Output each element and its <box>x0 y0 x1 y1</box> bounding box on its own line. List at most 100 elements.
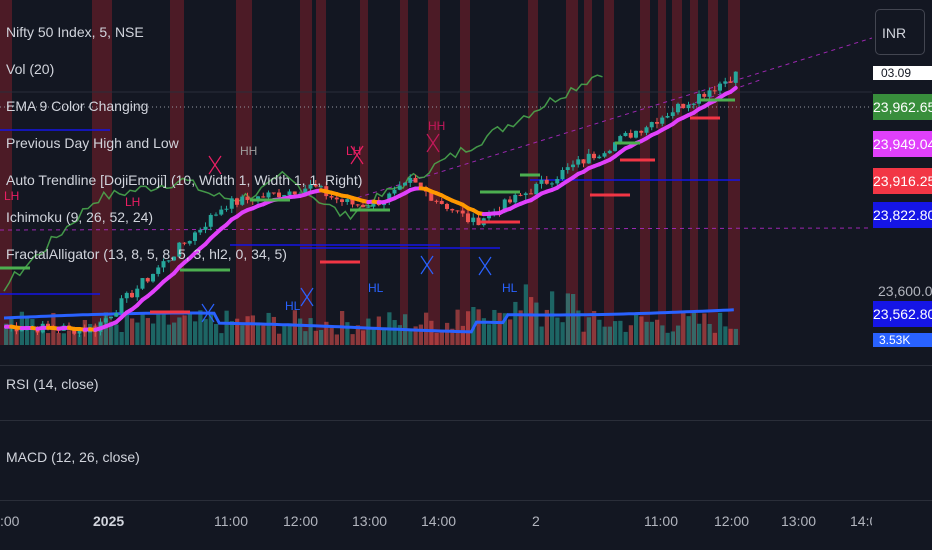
session-highlight-bar <box>672 0 682 345</box>
candle-body <box>198 229 203 233</box>
candle-body <box>660 117 665 124</box>
pane-separator[interactable] <box>0 365 932 366</box>
volume-bar <box>665 332 670 345</box>
candle-body <box>355 204 360 206</box>
volume-bar <box>130 318 135 345</box>
session-highlight-bar <box>92 0 112 345</box>
candle-body <box>214 214 218 216</box>
candle-body <box>193 232 197 241</box>
volume-bar <box>513 301 518 345</box>
legend-ema[interactable]: EMA 9 Color Changing <box>6 98 149 114</box>
candle-body <box>439 200 444 204</box>
volume-bar <box>14 326 19 345</box>
time-tick: 13:00 <box>352 513 388 529</box>
volume-bar <box>565 293 570 345</box>
candle-body <box>712 90 717 92</box>
legend-vol[interactable]: Vol (20) <box>6 61 55 77</box>
fractal-x-marker <box>300 287 314 307</box>
candle-body <box>182 242 187 244</box>
volume-bar <box>502 313 507 345</box>
volume-bar <box>172 322 177 345</box>
price-label-red: 23,916.25 <box>873 168 932 194</box>
candle-body <box>334 197 339 200</box>
candle-body <box>303 188 308 194</box>
volume-bar <box>733 328 738 345</box>
candle-body <box>387 193 392 202</box>
candle-body <box>187 240 192 244</box>
volume-bar <box>187 312 192 345</box>
candle-body <box>156 267 161 274</box>
currency-selector[interactable]: INR <box>875 9 925 55</box>
pane-separator[interactable] <box>0 420 932 421</box>
fractal-x-marker <box>201 303 215 323</box>
volume-bar <box>644 321 649 345</box>
volume-bar <box>287 323 292 345</box>
volume-bar <box>30 319 35 345</box>
candle-body <box>403 182 407 186</box>
candle-body <box>681 103 686 109</box>
time-tick: :00 <box>0 513 20 529</box>
volume-bar <box>135 322 140 345</box>
volume-bar <box>72 327 77 345</box>
chart-title[interactable]: Nifty 50 Index, 5, NSE <box>6 24 144 40</box>
time-tick: 12:00 <box>283 513 319 529</box>
candle-body <box>576 159 581 165</box>
candle-body <box>308 184 313 189</box>
candle-body <box>718 83 722 91</box>
session-highlight-bar <box>708 0 718 345</box>
candle-body <box>208 214 213 227</box>
volume-bar <box>235 318 240 345</box>
volume-bar <box>140 312 145 345</box>
volume-bar <box>560 322 565 345</box>
volume-bar <box>4 323 9 345</box>
candle-body <box>529 193 533 195</box>
volume-bar <box>240 325 245 345</box>
volume-bar <box>329 327 334 345</box>
volume-bar <box>298 318 303 345</box>
macd-pane-label[interactable]: MACD (12, 26, close) <box>6 449 140 465</box>
legend-autotrend[interactable]: Auto Trendline [DojiEmoji] (10, Width 1,… <box>6 172 363 188</box>
volume-bar <box>203 319 208 345</box>
volume-bar <box>481 318 486 345</box>
time-tick: 11:00 <box>214 513 248 529</box>
session-highlight-bar <box>300 0 312 345</box>
volume-bar <box>271 316 276 345</box>
candle-body <box>77 329 82 334</box>
rsi-pane-label[interactable]: RSI (14, close) <box>6 376 99 392</box>
candle-body <box>602 153 607 157</box>
candle-body <box>345 199 350 202</box>
time-tick: 14:00 <box>421 513 457 529</box>
candle-body <box>266 192 271 198</box>
candle-body <box>140 278 145 289</box>
legend-ichimoku[interactable]: Ichimoku (9, 26, 52, 24) <box>6 209 154 225</box>
swing-label: LH <box>4 189 19 203</box>
price-label-blue: 23,822.80 <box>873 202 932 228</box>
volume-bar <box>613 321 618 345</box>
price-label-partial: 03.09 <box>873 66 932 80</box>
fractal-x-marker <box>208 155 222 175</box>
volume-bar <box>376 316 381 345</box>
volume-bar <box>660 325 665 345</box>
legend-pdhl[interactable]: Previous Day High and Low <box>6 135 179 151</box>
candle-body <box>219 209 224 215</box>
volume-bar <box>229 321 234 345</box>
trendline-upper <box>349 37 873 201</box>
volume-bar <box>466 311 471 345</box>
volume-bar <box>256 322 261 345</box>
volume-bar <box>382 327 387 345</box>
candle-body <box>224 208 229 210</box>
legend-fractal[interactable]: FractalAlligator (13, 8, 5, 8, 5, 3, hl2… <box>6 246 287 262</box>
volume-bar <box>35 328 40 345</box>
candle-body <box>413 177 418 183</box>
fractal-x-marker <box>426 133 440 153</box>
volume-bar <box>607 326 612 345</box>
time-tick-year: 2025 <box>93 513 125 529</box>
volume-bar <box>119 331 124 345</box>
candle-body <box>592 153 596 159</box>
volume-bar <box>46 333 51 345</box>
candle-body <box>618 136 623 143</box>
candle-body <box>623 132 628 137</box>
volume-bar <box>487 324 492 345</box>
